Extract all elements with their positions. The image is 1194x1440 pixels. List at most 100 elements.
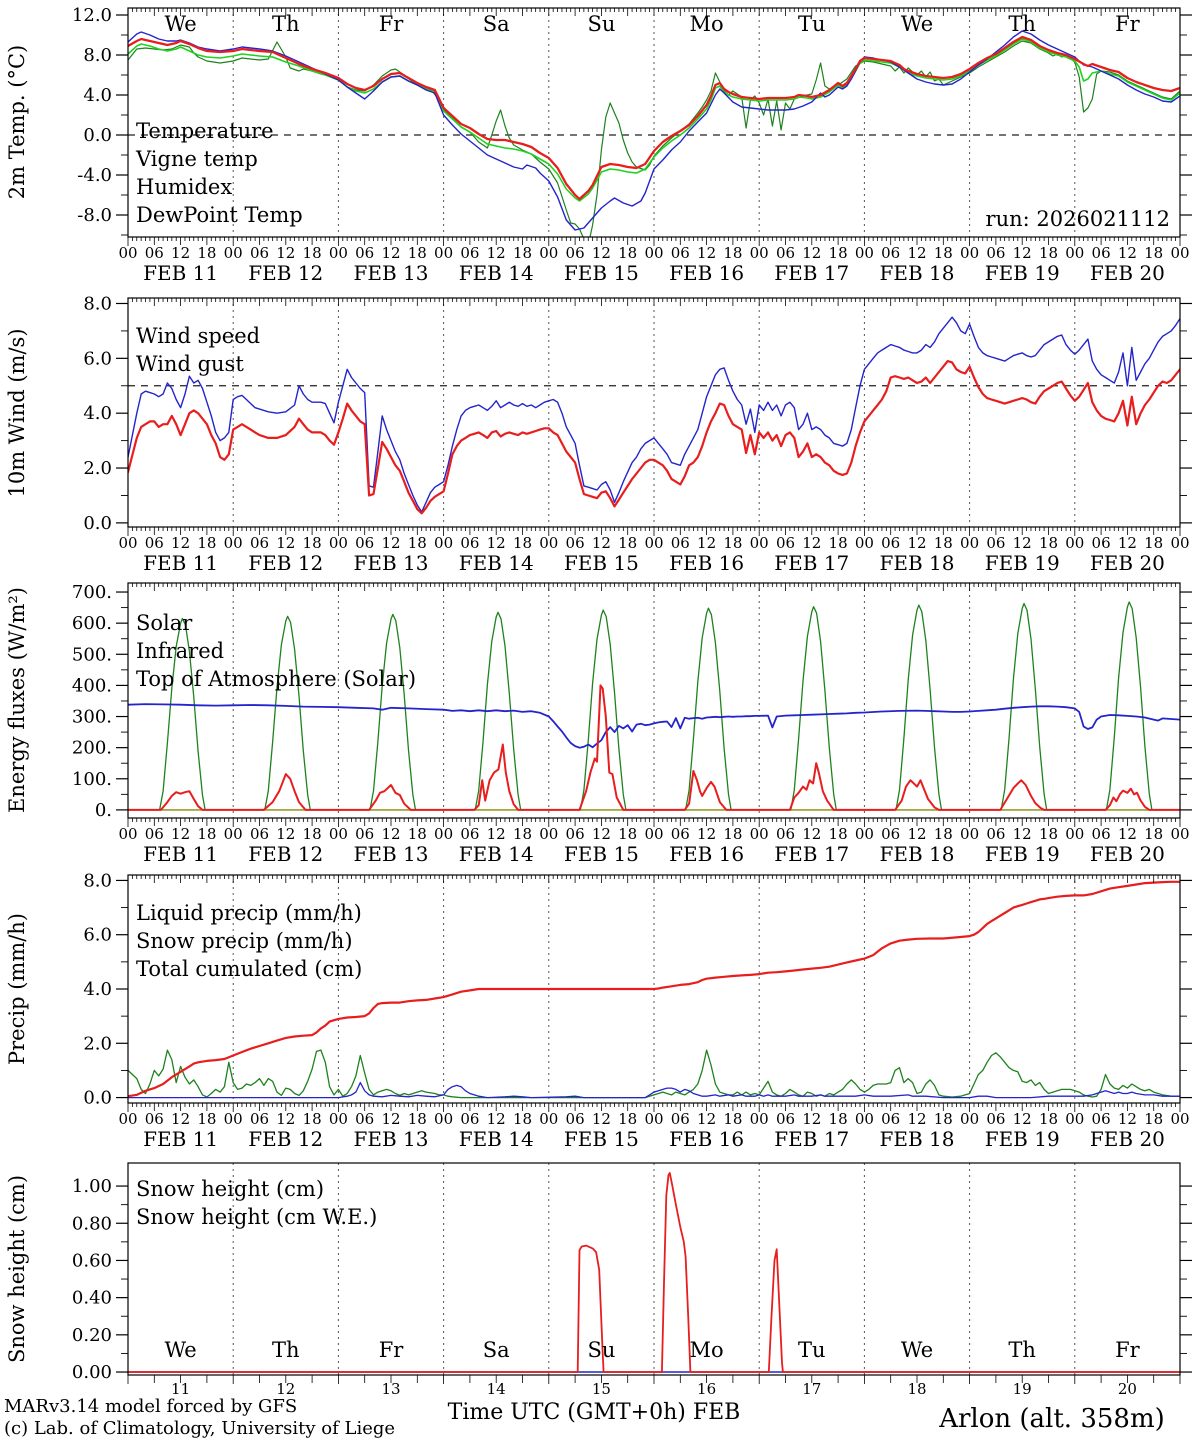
panel-precip: 8.06.04.02.00.000 06 12 18 00 06 12 18 00 06 12 18 0…	[83, 870, 1192, 1151]
panel-2m-temperature: 12.08.04.00.0-4.0-8.000 06 12 18 00 06 12 18 00 0…	[72, 5, 1192, 285]
date-label: FEB 14	[459, 1127, 534, 1151]
date-label: FEB 17	[774, 261, 849, 285]
hour-label: 00	[1065, 825, 1084, 843]
hour-label: 00	[1065, 1110, 1084, 1128]
hour-label: 18	[1144, 534, 1163, 552]
hour-label: 00	[1170, 534, 1189, 552]
hour-ticks	[127, 583, 1181, 827]
y-tick-label: 0.60	[72, 1250, 112, 1271]
x-tick-labels: 00 06 12 18 00 06 12 18 00 06 12 18 00 06 12 18 00 06 12 18…	[118, 1110, 1189, 1151]
hour-label: 00	[329, 825, 348, 843]
y-tick-label: 4.0	[83, 979, 112, 1000]
hour-label: 06	[250, 825, 269, 843]
hour-label: 12	[487, 825, 506, 843]
weekday-label: Sa	[483, 1338, 510, 1362]
y-tick-label: 0.80	[72, 1213, 112, 1234]
hour-label: 00	[118, 1110, 137, 1128]
day-gridlines	[232, 8, 1076, 237]
y-tick-label: 6.0	[83, 925, 112, 946]
hour-label: 12	[381, 1110, 400, 1128]
series-wind-speed	[128, 360, 1180, 515]
hour-label: 00	[329, 1110, 348, 1128]
hour-label: 00	[539, 1110, 558, 1128]
hour-label: 12	[907, 1110, 926, 1128]
y-ticks: 700. 600. 500. 400. 300. 200. 100. 0.	[72, 582, 1192, 821]
hour-label: 06	[1092, 825, 1111, 843]
day-number-label: 11	[171, 1380, 190, 1398]
x-tick-labels: 11 12 13 14 15 16 17 18 19 20	[171, 1380, 1137, 1398]
legend-item: Total cumulated (cm)	[136, 957, 362, 981]
hour-label: 18	[1144, 244, 1163, 262]
date-label: FEB 19	[985, 842, 1060, 866]
date-label: FEB 17	[774, 842, 849, 866]
legend-snow-height: Snow height (cm) Snow height (cm W.E.)	[136, 1177, 377, 1229]
y-axis-title-wind: 10m Wind (m/s)	[5, 328, 29, 497]
legend-item: Snow height (cm)	[136, 1177, 324, 1201]
hour-label: 06	[671, 244, 690, 262]
hour-label: 12	[1013, 825, 1032, 843]
hour-label: 12	[381, 825, 400, 843]
y-tick-label: 6.0	[83, 348, 112, 369]
series-snow-height	[128, 1172, 1180, 1373]
hour-label: 18	[934, 1110, 953, 1128]
hour-label: 06	[460, 1110, 479, 1128]
day-number-label: 20	[1118, 1380, 1137, 1398]
y-tick-label: 12.0	[72, 5, 112, 26]
hour-label: 00	[329, 244, 348, 262]
hour-label: 12	[171, 825, 190, 843]
hour-label: 00	[118, 534, 137, 552]
hour-label: 18	[618, 244, 637, 262]
credit-line-1: MARv3.14 model forced by GFS	[4, 1396, 297, 1417]
hour-label: 00	[750, 1110, 769, 1128]
date-label: FEB 14	[459, 842, 534, 866]
hour-label: 00	[1065, 534, 1084, 552]
hour-label: 00	[855, 1110, 874, 1128]
hour-label: 00	[224, 244, 243, 262]
legend-wind: Wind speed Wind gust	[136, 324, 260, 376]
legend-item: Top of Atmosphere (Solar)	[136, 667, 416, 691]
hour-label: 00	[855, 534, 874, 552]
hour-label: 06	[671, 825, 690, 843]
y-tick-label: 100.	[72, 769, 112, 790]
hour-label: 06	[986, 825, 1005, 843]
weekday-label: We	[901, 1338, 933, 1362]
hour-label: 12	[381, 244, 400, 262]
hour-label: 18	[303, 1110, 322, 1128]
hour-label: 00	[750, 825, 769, 843]
weekday-label: Fr	[1115, 12, 1141, 36]
hour-label: 12	[171, 534, 190, 552]
hour-label: 18	[934, 825, 953, 843]
hour-label: 06	[355, 534, 374, 552]
hour-label: 12	[592, 534, 611, 552]
hour-label: 12	[1118, 244, 1137, 262]
hour-label: 00	[1170, 1110, 1189, 1128]
date-label: FEB 16	[669, 1127, 744, 1151]
weekday-label: Tu	[798, 1338, 826, 1362]
hour-label: 18	[723, 825, 742, 843]
date-label: FEB 18	[880, 261, 955, 285]
hour-label: 00	[855, 244, 874, 262]
legend-energy-fluxes: Solar Infrared Top of Atmosphere (Solar)	[136, 611, 416, 691]
hour-label: 00	[855, 825, 874, 843]
x-tick-labels: 00 06 12 18 00 06 12 18 00 06 12 18 00 06 12 18 00 06 12 18…	[118, 244, 1189, 285]
day-number-label: 18	[907, 1380, 926, 1398]
date-label: FEB 13	[354, 842, 429, 866]
hour-label: 18	[408, 825, 427, 843]
hour-label: 18	[197, 1110, 216, 1128]
hour-label: 18	[829, 244, 848, 262]
hour-label: 06	[986, 244, 1005, 262]
hour-label: 18	[197, 244, 216, 262]
hour-label: 00	[960, 825, 979, 843]
hour-label: 18	[934, 244, 953, 262]
hour-label: 06	[355, 825, 374, 843]
legend-item: Humidex	[136, 175, 232, 199]
legend-item: Infrared	[136, 639, 224, 663]
hour-label: 18	[1039, 825, 1058, 843]
hour-label: 18	[723, 1110, 742, 1128]
hour-label: 00	[644, 1110, 663, 1128]
hour-label: 12	[592, 1110, 611, 1128]
date-label: FEB 15	[564, 1127, 639, 1151]
hour-label: 12	[487, 244, 506, 262]
date-label: FEB 11	[143, 261, 218, 285]
y-tick-label: 0.	[95, 800, 112, 821]
